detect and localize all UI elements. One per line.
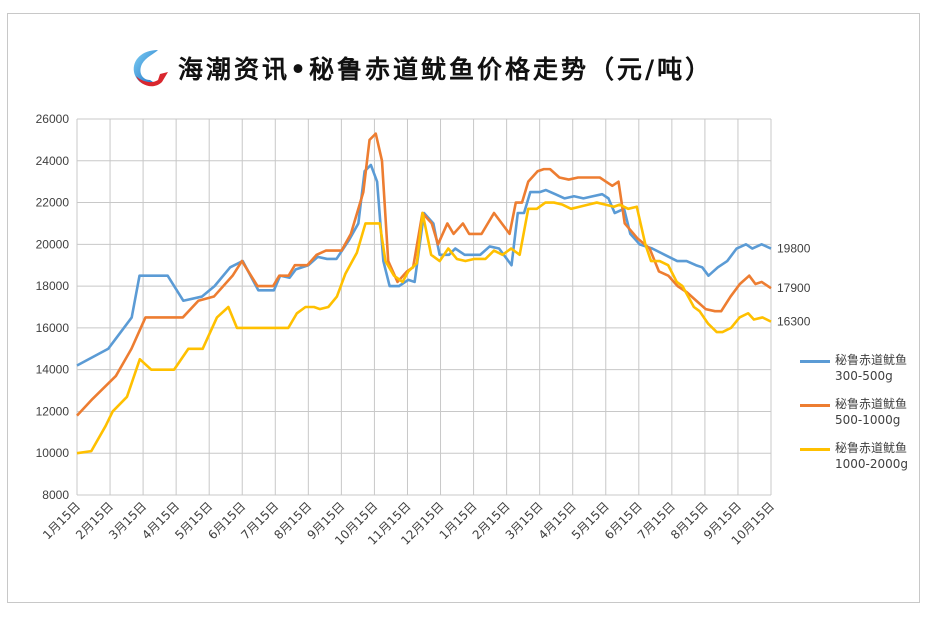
- legend-size: 300-500g: [835, 369, 893, 383]
- svg-text:24000: 24000: [36, 154, 70, 168]
- legend-size: 500-1000g: [835, 413, 901, 427]
- end-value-label: 16300: [777, 315, 811, 329]
- data-series: [76, 132, 772, 455]
- svg-text:26000: 26000: [36, 112, 70, 126]
- chart-title: 海潮资讯•秘鲁赤道鱿鱼价格走势（元/吨）: [178, 55, 714, 84]
- legend-swatch: [800, 360, 830, 363]
- legend-swatch: [800, 448, 830, 451]
- svg-text:16000: 16000: [36, 321, 70, 335]
- series-line: [76, 132, 772, 417]
- series-line: [76, 201, 772, 455]
- chart-legend: 秘鲁赤道鱿鱼 300-500g 秘鲁赤道鱿鱼 500-1000g 秘鲁赤道鱿鱼 100…: [800, 352, 920, 484]
- legend-item-500-1000g: 秘鲁赤道鱿鱼 500-1000g: [800, 396, 920, 428]
- legend-label: 秘鲁赤道鱿鱼: [835, 353, 908, 367]
- end-value-label: 17900: [777, 281, 811, 295]
- legend-label: 秘鲁赤道鱿鱼: [835, 441, 908, 455]
- svg-text:14000: 14000: [36, 363, 70, 377]
- svg-text:8000: 8000: [42, 488, 69, 502]
- x-axis: 1月15日2月15日3月15日4月15日5月15日6月15日7月15日8月15日…: [40, 499, 777, 547]
- chart-header: 海潮资讯•秘鲁赤道鱿鱼价格走势（元/吨）: [128, 44, 713, 92]
- legend-label: 秘鲁赤道鱿鱼: [835, 397, 908, 411]
- svg-text:12000: 12000: [36, 404, 70, 418]
- legend-item-1000-2000g: 秘鲁赤道鱿鱼 1000-2000g: [800, 440, 920, 472]
- legend-swatch: [800, 404, 830, 407]
- y-axis: 8000 10000 12000 14000 16000 18000 20000 22000 2…: [36, 112, 70, 502]
- haichao-logo-icon: [133, 50, 168, 87]
- svg-text:10000: 10000: [36, 446, 70, 460]
- svg-text:22000: 22000: [36, 196, 70, 210]
- series-line: [76, 163, 772, 367]
- legend-size: 1000-2000g: [835, 457, 909, 471]
- end-value-labels: 19800 17900 16300: [777, 242, 811, 329]
- end-value-label: 19800: [777, 242, 811, 256]
- legend-item-300-500g: 秘鲁赤道鱿鱼 300-500g: [800, 352, 920, 384]
- svg-text:18000: 18000: [36, 279, 70, 293]
- gridlines: [76, 118, 772, 496]
- chart-frame: [7, 13, 920, 603]
- svg-text:20000: 20000: [36, 237, 70, 251]
